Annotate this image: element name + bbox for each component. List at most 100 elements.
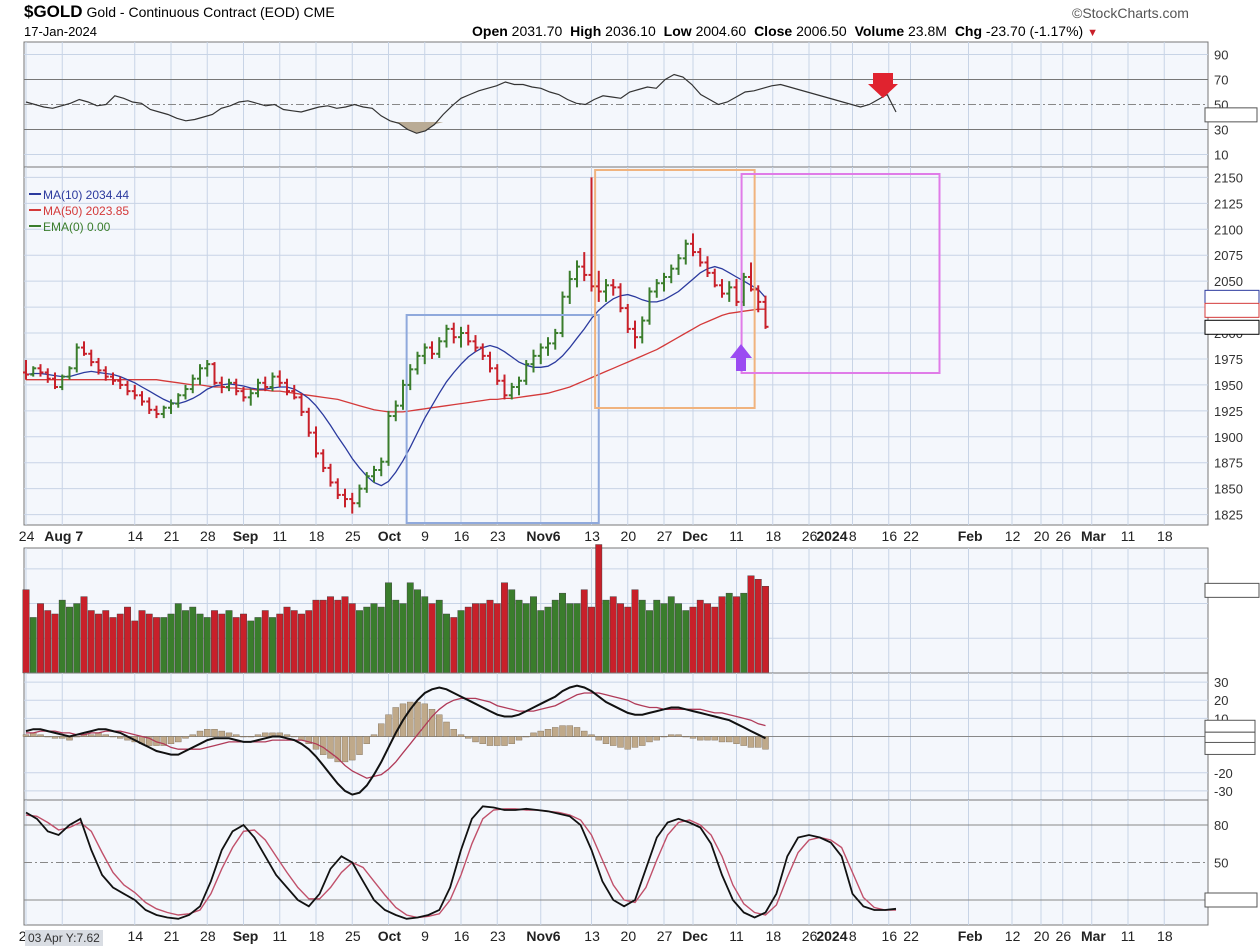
ohlc-bar [494,364,501,385]
low-label: Low [663,23,692,39]
price-tick-label: 2150 [1214,170,1243,185]
volume-bar [718,596,726,674]
price-tick-label: 1825 [1214,508,1243,523]
macd-hist-bar [718,736,726,743]
volume-bar [334,599,342,674]
volume-bar [551,599,559,674]
macd-hist-bar [341,736,349,763]
volume-value: 23.8M [908,23,947,39]
ohlc-bar [102,366,109,381]
macd-hist-bar [747,736,755,748]
ohlc-bar [392,400,399,422]
status-readout: 03 Apr Y:7.62 [25,930,103,946]
macd-hist-bar [370,734,378,737]
macd-hist-bar [102,734,109,737]
volume-bar [240,613,247,674]
sto-last-value-box [1204,892,1258,908]
ohlc-bar [327,463,334,487]
macd-hist-bar [537,730,544,737]
macd-last-value-box [1204,719,1256,733]
macd-hist-bar [682,736,689,738]
volume-bar [124,606,131,674]
x-axis-label: 9 [421,528,429,544]
volume-bar [87,610,95,674]
ohlc-bar [73,343,80,373]
macd-tick-label: -30 [1214,784,1233,799]
ohlc-bar [320,449,327,473]
ohlc-bar [595,270,602,302]
x-axis-label: Dec [682,528,708,544]
price-last-value-box [1204,319,1260,335]
ohlc-bar [153,405,160,419]
brand-logo[interactable]: ©StockCharts.com [1072,5,1189,21]
volume-bar [95,613,102,674]
bottom-x-axis-label: 23 [490,928,506,944]
x-axis-label: 14 [128,528,144,544]
ohlc-bar [690,233,696,257]
ohlc-bar [566,270,573,304]
ohlc-bar [313,426,319,458]
ohlc-bar [189,374,196,394]
ohlc-bar [204,360,211,377]
ohlc-bar [733,279,740,307]
ohlc-bar [436,337,443,358]
x-axis-label: 21 [164,528,180,544]
volume-bar [131,620,139,674]
macd-hist-bar [73,736,80,738]
volume-bar [218,613,226,674]
volume-bar [638,599,646,674]
ohlc-bar [624,303,631,334]
ohlc-bars [23,177,769,514]
high-value: 2036.10 [605,23,656,39]
x-axis-label: 8 [849,528,857,544]
price-tick-label: 1950 [1214,378,1243,393]
ohlc-bar [697,247,704,267]
x-axis-label: 27 [657,528,673,544]
instrument-name: Gold - Continuous Contract (EOD) [86,4,300,20]
ohlc-bar [726,281,733,302]
macd-hist-bar [421,703,428,737]
ohlc-bar [617,283,624,313]
rsi-tick-label: 30 [1214,123,1228,138]
bottom-x-axis-label: 11 [1121,928,1136,944]
x-axis-label: Aug 7 [44,528,83,544]
x-axis-label: 18 [766,528,782,544]
volume-bar [725,592,733,674]
ohlc-bar [240,386,247,402]
volume-bar [486,599,494,674]
volume-bar [254,617,262,674]
bottom-x-axis-label: 8 [849,928,857,944]
macd-hist-bar [697,736,704,741]
macd-hist-bar [356,736,363,755]
volume-bar [73,603,81,674]
volume-bar [363,606,371,674]
ohlc-row: Open 2031.70 High 2036.10 Low 2004.60 Cl… [472,23,1098,39]
macd-hist-bar [51,736,59,739]
macd-hist-bar [653,736,660,741]
volume-bar [276,613,284,674]
sto-d-line [25,808,896,919]
volume-bar [341,596,349,674]
macd-line [25,684,766,796]
bottom-x-axis-label: 16 [882,928,898,944]
volume-bar [704,603,711,674]
bottom-x-axis-label: 18 [309,928,325,944]
macd-last-value-box [1204,741,1256,755]
volume-bar [29,617,37,674]
ohlc-bar [465,324,472,346]
macd-hist-bar [211,729,218,737]
macd-hist-bar [755,736,762,748]
ohlc-bar [146,397,153,414]
price-panel-vgrid [25,167,1165,525]
rsi-last-value-box [1204,107,1258,123]
volume-bar [472,603,479,674]
ohlc-bar [704,256,711,277]
ohlc-bar [44,368,51,383]
volume-bar [319,599,327,674]
ohlc-bar [269,372,276,392]
bottom-x-axis-label: Feb [958,928,983,944]
volume-bar [617,603,624,674]
ohlc-bar [748,262,754,292]
bottom-x-axis-label: Dec [682,928,708,944]
price-tick-label: 2100 [1214,222,1243,237]
